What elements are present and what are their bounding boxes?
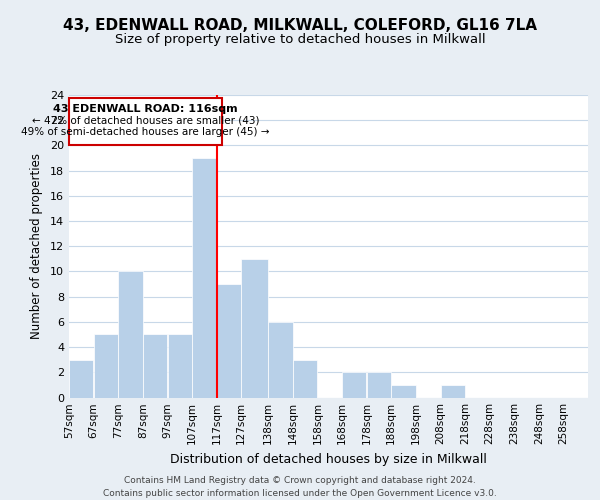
- Text: 49% of semi-detached houses are larger (45) →: 49% of semi-detached houses are larger (…: [21, 126, 269, 136]
- Bar: [192, 158, 217, 398]
- Text: 43, EDENWALL ROAD, MILKWALL, COLEFORD, GL16 7LA: 43, EDENWALL ROAD, MILKWALL, COLEFORD, G…: [63, 18, 537, 32]
- Bar: [69, 360, 94, 398]
- Text: 43 EDENWALL ROAD: 116sqm: 43 EDENWALL ROAD: 116sqm: [53, 104, 238, 115]
- X-axis label: Distribution of detached houses by size in Milkwall: Distribution of detached houses by size …: [170, 453, 487, 466]
- Text: Size of property relative to detached houses in Milkwall: Size of property relative to detached ho…: [115, 32, 485, 46]
- Bar: [391, 385, 416, 398]
- Bar: [94, 334, 118, 398]
- Bar: [440, 385, 465, 398]
- Y-axis label: Number of detached properties: Number of detached properties: [30, 153, 43, 340]
- Bar: [167, 334, 192, 398]
- Bar: [241, 259, 268, 398]
- Bar: [293, 360, 317, 398]
- Bar: [143, 334, 167, 398]
- Bar: [268, 322, 293, 398]
- FancyBboxPatch shape: [69, 98, 221, 146]
- Text: Contains HM Land Registry data © Crown copyright and database right 2024.: Contains HM Land Registry data © Crown c…: [124, 476, 476, 485]
- Bar: [367, 372, 391, 398]
- Bar: [118, 272, 143, 398]
- Text: ← 47% of detached houses are smaller (43): ← 47% of detached houses are smaller (43…: [32, 116, 259, 126]
- Text: Contains public sector information licensed under the Open Government Licence v3: Contains public sector information licen…: [103, 489, 497, 498]
- Bar: [342, 372, 367, 398]
- Bar: [217, 284, 241, 398]
